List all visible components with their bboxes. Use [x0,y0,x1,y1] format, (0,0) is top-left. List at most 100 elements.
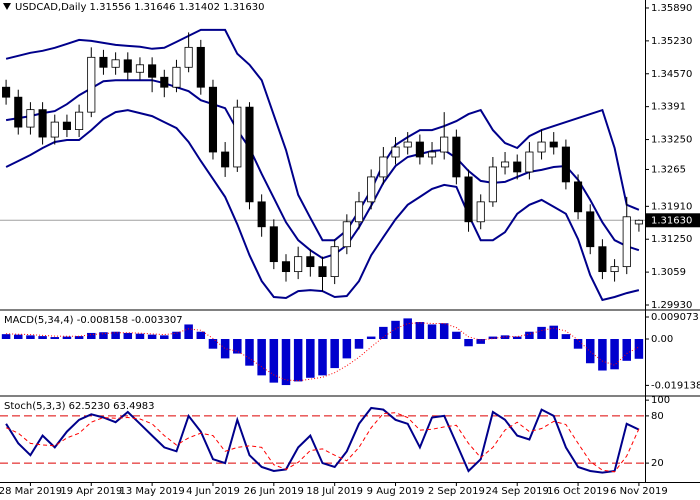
candle-body [403,141,412,148]
histogram-bar [50,337,60,339]
candle-body [440,136,449,153]
histogram-bar [123,332,133,339]
candle-body [123,59,132,73]
candle-body [464,176,473,223]
histogram-bar [476,339,485,344]
candle-body [391,146,400,158]
histogram-bar [561,334,571,339]
histogram-bar [439,323,449,339]
histogram-bar [512,336,522,339]
candle-body [367,176,376,203]
candle-body [99,56,108,68]
y-tick-label: 1.34570 [651,69,692,80]
histogram-bar [342,339,352,359]
histogram-bar [379,326,388,339]
histogram-bar [233,339,242,354]
histogram-bar [62,336,72,339]
y-tick-label: 1.33250 [651,135,692,146]
histogram-bar [585,339,595,364]
candle-body [208,86,218,153]
candle-body [561,146,570,183]
candle-body [330,246,339,278]
x-tick-label: 6 Nov 2019 [610,486,668,497]
x-tick-label: 16 Oct 2019 [547,486,609,497]
histogram-bar [488,336,498,339]
x-tick-label: 13 May 2019 [120,486,185,497]
histogram-bar [573,339,583,349]
y-tick-label: 1.35890 [651,3,692,14]
candle-body [14,96,23,128]
histogram-bar [87,332,96,339]
y-tick-label: 1.3391 [651,102,686,113]
histogram-bar [1,334,11,339]
candle-body [318,266,327,278]
candle-body [62,121,71,130]
histogram-bar [220,339,230,359]
histogram-bar [598,339,607,371]
y-tick-label: 1.3265 [651,164,686,175]
candle-body [586,211,595,248]
histogram-bar [208,339,218,349]
histogram-bar [452,331,461,339]
chart-title: USDCAD,Daily 1.31556 1.31646 1.31402 1.3… [15,2,265,13]
histogram-bar [306,339,315,378]
histogram-bar [622,339,632,361]
candle-body [75,111,84,130]
histogram-bar [160,335,169,339]
candle-body [294,256,303,273]
candle-body [500,161,510,168]
histogram-bar [610,339,619,370]
candle-body [342,221,351,248]
histogram-bar [318,339,327,376]
y-tick-label: 0.00 [651,334,673,345]
y-tick-label: 1.35230 [651,36,692,47]
histogram-bar [403,318,412,339]
candle-body [537,141,546,153]
histogram-bar [525,331,534,339]
y-tick-label: 100 [651,395,670,406]
indicator-line [5,28,640,242]
candle-body [610,266,619,273]
histogram-bar [549,325,558,339]
candle-body [622,216,631,268]
candle-body [196,46,205,88]
histogram-bar [26,335,35,339]
histogram-bar [634,339,644,359]
candle-body [634,219,643,225]
candle-body [184,46,193,68]
y-tick-label: 1.31910 [651,201,692,212]
candle-body [233,106,242,168]
histogram-bar [135,333,145,339]
histogram-bar [38,336,47,339]
x-tick-label: 24 Sep 2019 [486,486,549,497]
x-tick-label: 26 Jun 2019 [244,486,304,497]
candle-body [221,151,230,168]
histogram-bar [111,331,120,339]
histogram-bar [147,334,157,339]
candle-body [269,226,278,263]
panel-title: Stoch(5,3,3) 62.5230 63.4983 [4,401,155,412]
histogram-bar [281,339,291,386]
indicator-line [5,406,640,474]
last-price-label: 1.31630 [651,215,692,226]
candle-body [87,56,96,113]
histogram-bar [464,339,473,347]
y-tick-label: 80 [651,411,664,422]
x-tick-label: 18 Jul 2019 [306,486,363,497]
x-tick-label: 19 Apr 2019 [60,486,122,497]
candle-body [38,109,47,138]
x-tick-label: 28 Mar 2019 [0,486,62,497]
y-tick-label: 1.3059 [651,267,686,278]
candle-body [354,201,364,223]
candle-body [549,141,558,148]
y-tick-label: 1.29930 [651,300,692,311]
candle-body [415,141,424,158]
candle-body [306,256,315,268]
histogram-bar [245,339,254,366]
candle-body [598,246,607,273]
histogram-bar [500,335,510,339]
histogram-bar [293,339,303,382]
last-price-box [646,213,700,228]
